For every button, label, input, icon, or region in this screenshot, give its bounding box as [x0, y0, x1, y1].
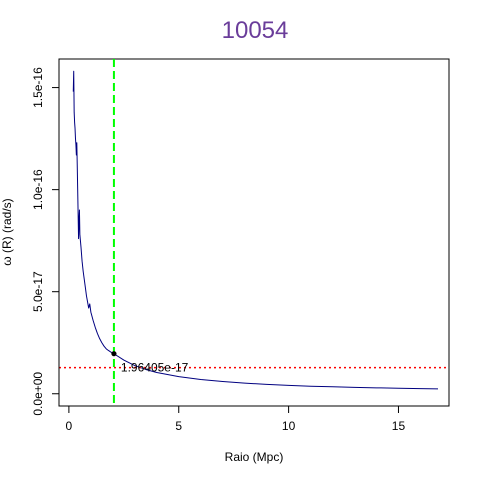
y-axis: 0.0e+00 5.0e-17 1.0e-16 1.5e-16	[31, 67, 60, 416]
x-axis: 0 5 10 15	[66, 405, 406, 433]
marker-point	[111, 351, 117, 357]
marker-layer: 1.96405e-17	[111, 351, 189, 375]
y-tick-label-1: 5.0e-17	[31, 271, 45, 312]
x-axis-label: Raio (Mpc)	[225, 450, 284, 464]
marker-label: 1.96405e-17	[121, 361, 189, 375]
y-tick-label-0: 0.0e+00	[31, 372, 45, 416]
x-tick-label-3: 15	[392, 419, 406, 433]
reference-lines-layer	[59, 59, 449, 406]
data-layer	[72, 70, 439, 390]
y-tick-label-3: 1.5e-16	[31, 67, 45, 108]
chart-title: 10054	[222, 17, 289, 44]
x-tick-label-0: 0	[66, 419, 73, 433]
x-tick-label-2: 10	[282, 419, 296, 433]
y-tick-label-2: 1.0e-16	[31, 169, 45, 210]
y-axis-label: ω (R) (rad/s)	[0, 198, 14, 265]
x-tick-label-1: 5	[175, 419, 182, 433]
data-series-line-0	[72, 70, 439, 390]
